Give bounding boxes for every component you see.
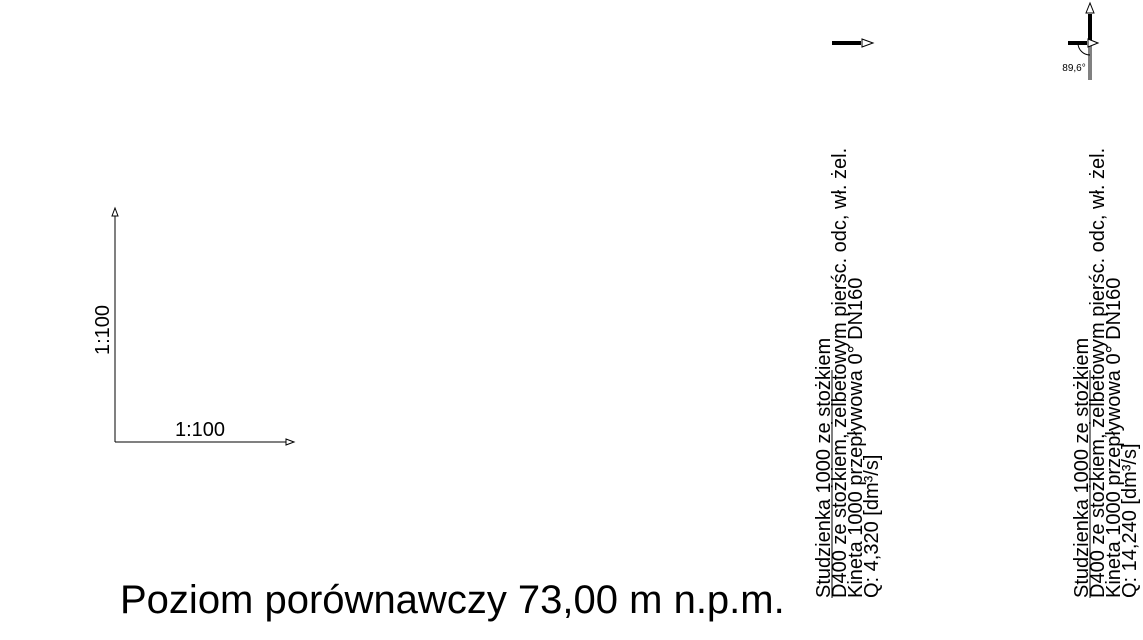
well-1-line-3: Kineta 1000 przepływowa 0° DN160 bbox=[845, 278, 867, 598]
well-2-description: Studzienka 1000 ze stożkiem D400 ze stoż… bbox=[1071, 142, 1141, 598]
scale-x-label: 1:100 bbox=[175, 419, 225, 441]
scale-axes: 1:100 1:100 bbox=[92, 206, 296, 446]
well-1-description: Studzienka 1000 ze stożkiem D400 ze stoż… bbox=[813, 142, 883, 598]
well-2-line-1: Studzienka 1000 ze stożkiem bbox=[1071, 338, 1093, 598]
well-1: Studzienka 1000 ze stożkiem D400 ze stoż… bbox=[813, 38, 883, 598]
well-2-line-2: D400 ze stożkiem, żelbetowym pierśc. odc… bbox=[1087, 148, 1109, 598]
well-2-outlet-arrow-icon bbox=[1085, 1, 1095, 14]
well-2-angle-arc bbox=[1077, 42, 1091, 56]
well-2-flow-arrow-icon bbox=[1087, 38, 1100, 48]
well-2-line-3: Kineta 1000 przepływowa 0° DN160 bbox=[1103, 278, 1125, 598]
scale-y-label: 1:100 bbox=[92, 305, 114, 355]
well-2: 89,6° Studzienka 1000 ze stożkiem D400 z… bbox=[1062, 1, 1141, 598]
well-1-flow-arrow-icon bbox=[861, 38, 875, 48]
well-2-line-4: Q: 14,240 [dm³/s] bbox=[1119, 443, 1141, 598]
scale-x-arrow-icon bbox=[285, 438, 296, 446]
well-1-line-4: Q: 4,320 [dm³/s] bbox=[861, 455, 883, 598]
reference-level-label: Poziom porównawczy 73,00 m n.p.m. bbox=[120, 578, 785, 622]
well-1-line-1: Studzienka 1000 ze stożkiem bbox=[813, 338, 835, 598]
well-1-line-2: D400 ze stożkiem, żelbetowym pierśc. odc… bbox=[829, 148, 851, 598]
scale-y-arrow-icon bbox=[111, 206, 119, 217]
well-2-angle-label: 89,6° bbox=[1062, 63, 1085, 74]
